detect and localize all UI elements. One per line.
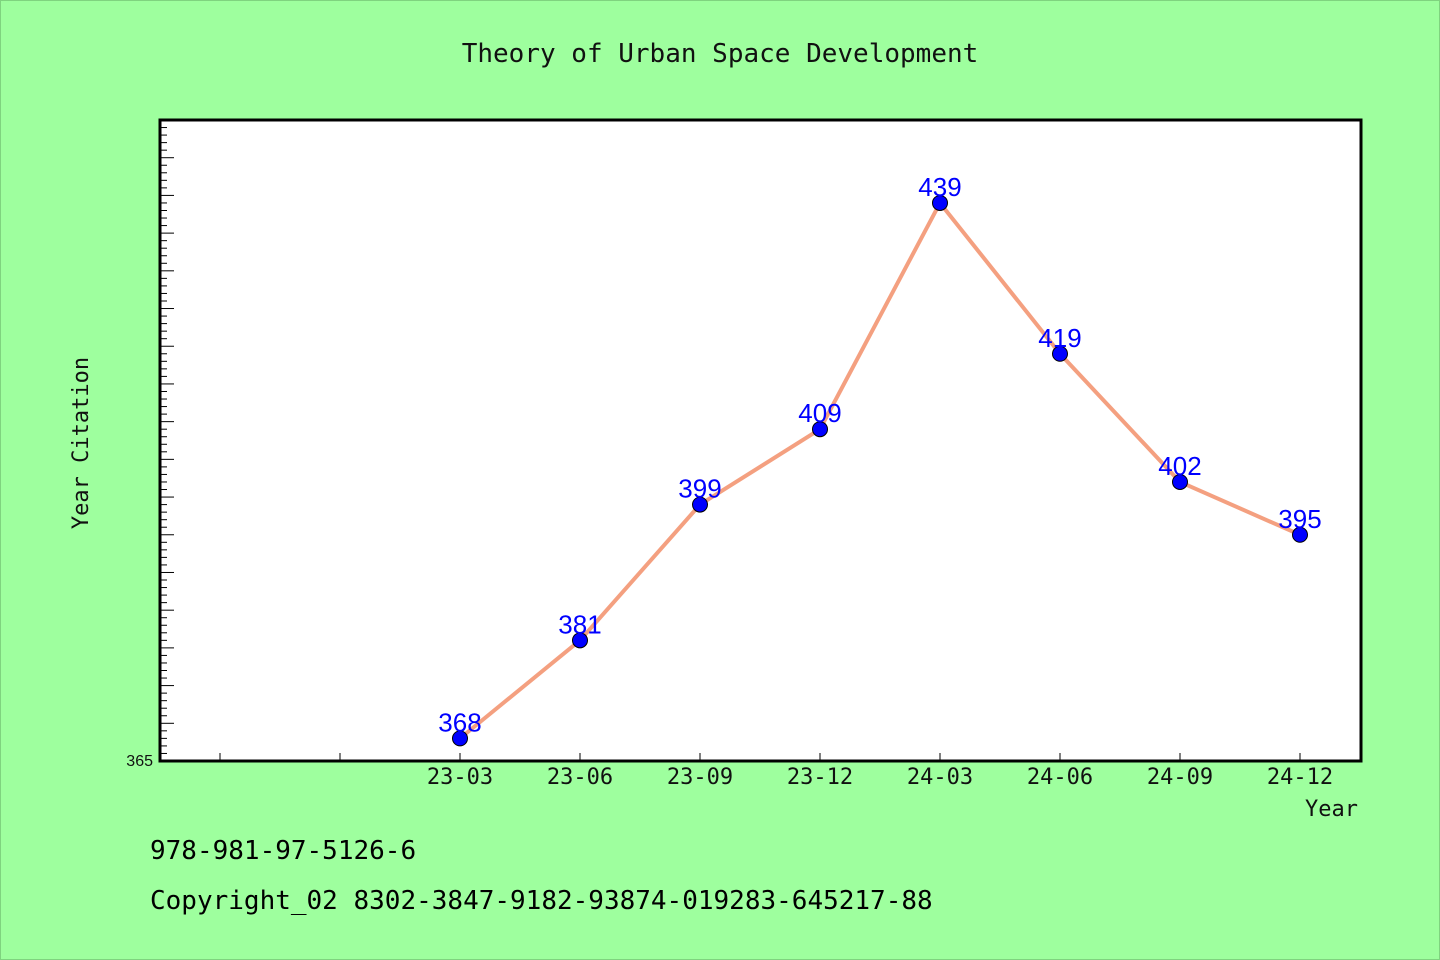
data-label: 419 [1038,323,1081,353]
series-line [458,200,1301,740]
data-label: 402 [1158,451,1201,481]
data-labels: 368 381 399 409 439 419 402 395 [438,172,1321,737]
data-label: 409 [798,398,841,428]
data-point [1172,473,1188,490]
data-point [1292,526,1308,543]
data-label: 368 [438,707,481,737]
x-axis-ticks: 23-03 23-06 23-09 23-12 24-03 24-06 24-09 24-12 [219,753,1333,790]
data-label: 381 [558,609,601,639]
x-tick-label: 23-09 [667,765,733,790]
data-point [812,421,828,438]
data-label: 439 [918,172,961,202]
data-point [932,194,948,211]
y-tick-label: 365 [126,753,153,770]
data-label: 395 [1278,504,1321,534]
isbn-text: 978-981-97-5126-6 [150,836,417,866]
copyright-text: Copyright_02 8302-3847-9182-93874-019283… [150,886,933,916]
plot-area [158,118,1363,763]
x-tick-label: 23-06 [547,765,613,790]
x-tick-label: 24-12 [1267,765,1333,790]
x-tick-label: 23-12 [787,765,853,790]
data-point [572,632,588,649]
x-axis-title: Year [1305,797,1358,822]
x-tick-label: 23-03 [427,765,493,790]
data-label: 399 [678,474,721,504]
x-tick-label: 24-06 [1027,765,1093,790]
chart-title: Theory of Urban Space Development [462,39,979,69]
data-point [452,730,468,747]
data-points [452,194,1308,747]
x-tick-label: 24-03 [907,765,973,790]
y-axis-title: Year Citation [69,357,94,529]
x-tick-label: 24-09 [1147,765,1213,790]
y-axis-ticks [160,127,174,762]
data-point [692,496,708,513]
data-point [1052,345,1068,362]
